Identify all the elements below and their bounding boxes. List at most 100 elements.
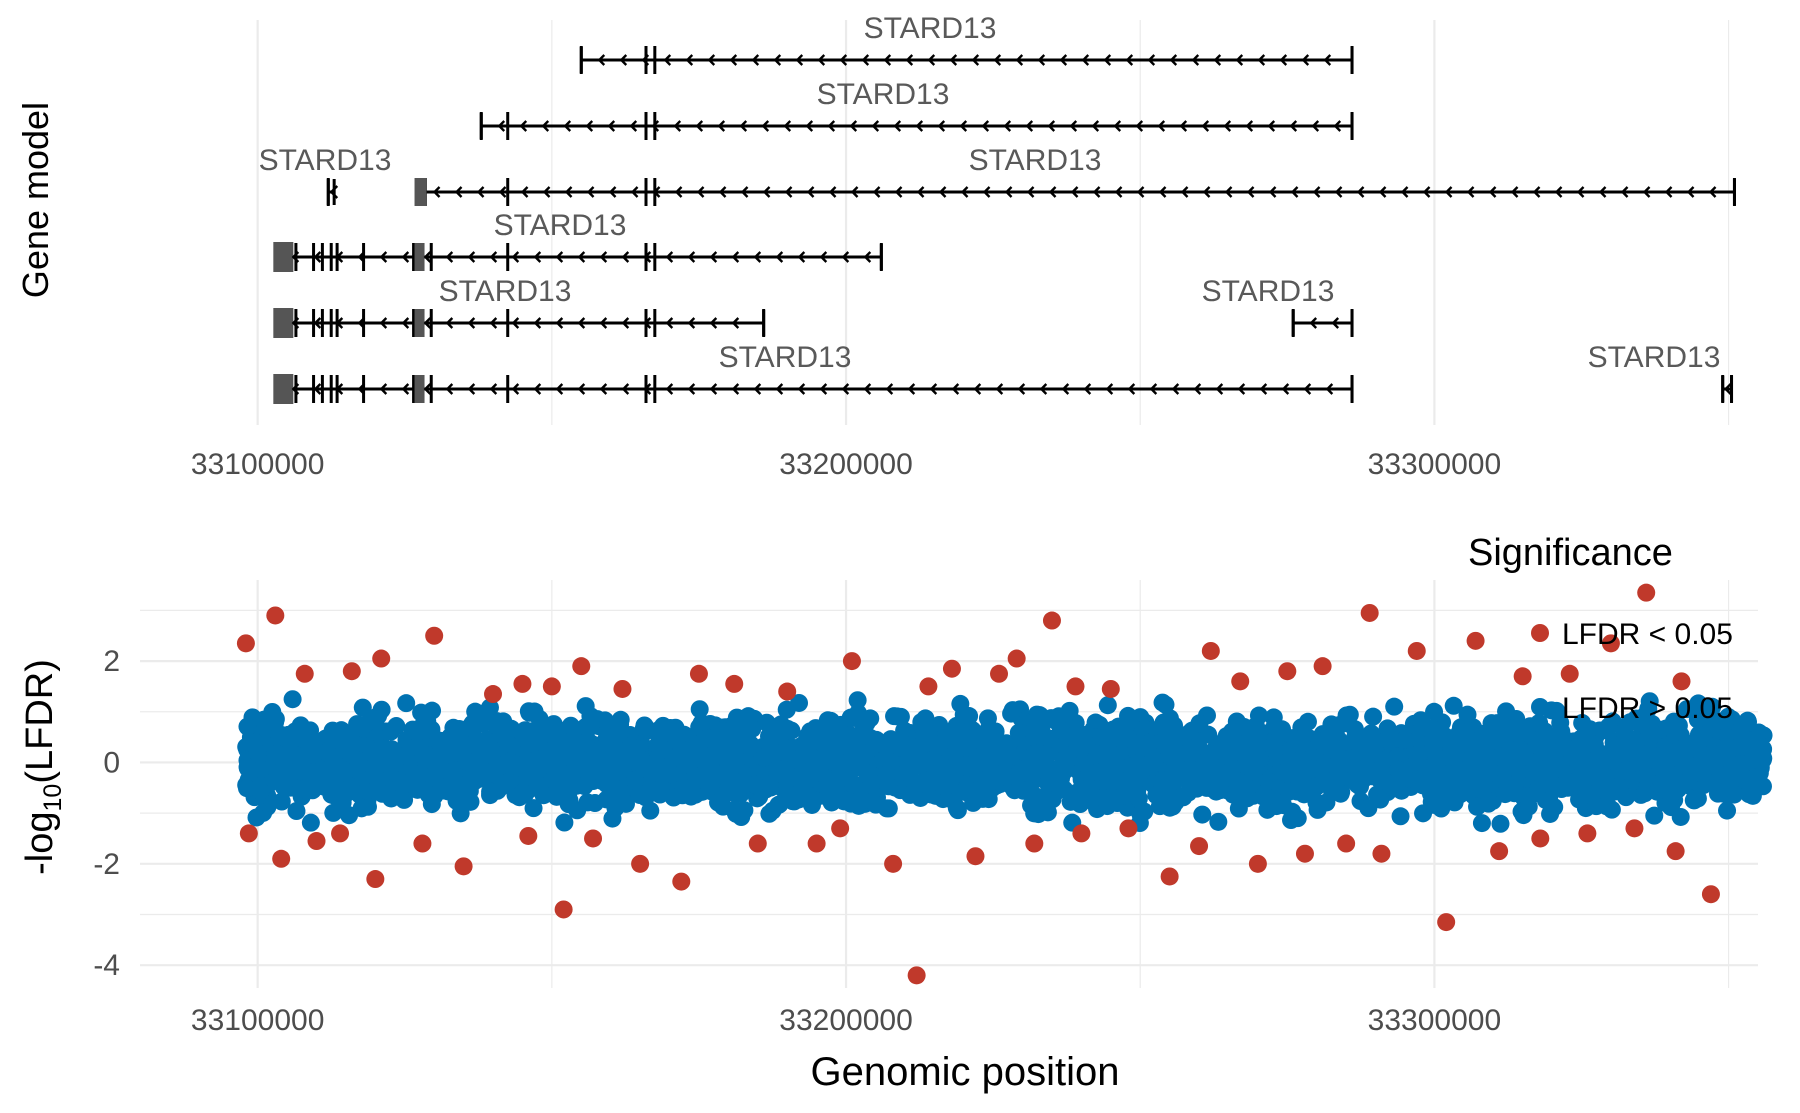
legend-key-lfdr-above <box>1531 698 1549 716</box>
strand-arrow <box>467 251 476 263</box>
strand-arrow <box>313 383 322 395</box>
strand-arrow <box>894 186 903 198</box>
point-lfdr-above <box>720 762 739 781</box>
point-lfdr-above <box>397 694 416 713</box>
strand-arrow <box>687 251 696 263</box>
point-lfdr-below <box>919 677 938 696</box>
transcript: STARD13 <box>273 209 883 272</box>
point-lfdr-below <box>1513 667 1532 686</box>
strand-arrow <box>511 383 520 395</box>
point-lfdr-above <box>1530 713 1549 732</box>
point-lfdr-above <box>1043 790 1062 809</box>
strand-arrow <box>1422 186 1431 198</box>
strand-arrow <box>863 251 872 263</box>
strand-arrow <box>555 251 564 263</box>
legend-title: Significance <box>1468 532 1673 574</box>
point-lfdr-above <box>1145 754 1164 773</box>
strand-arrow <box>401 251 410 263</box>
strand-arrow <box>1113 120 1122 132</box>
strand-arrow <box>1303 383 1312 395</box>
point-lfdr-below <box>1560 664 1579 683</box>
point-lfdr-below <box>1601 634 1620 653</box>
point-lfdr-above <box>1362 724 1381 743</box>
transcript: STARD13 <box>1202 275 1354 337</box>
point-lfdr-above <box>774 760 793 779</box>
strand-arrow <box>329 185 339 199</box>
point-lfdr-above <box>1645 806 1664 825</box>
strand-arrow <box>621 251 630 263</box>
point-lfdr-below <box>672 872 691 891</box>
point-lfdr-above <box>929 738 948 757</box>
point-lfdr-above <box>861 709 880 728</box>
point-lfdr-above <box>1080 763 1099 782</box>
point-lfdr-above <box>1265 741 1284 760</box>
strand-arrow <box>291 383 300 395</box>
point-lfdr-below <box>1701 885 1720 904</box>
point-lfdr-above <box>679 755 698 774</box>
strand-arrow <box>335 383 344 395</box>
strand-arrow <box>555 383 564 395</box>
point-lfdr-above <box>460 781 479 800</box>
point-lfdr-below <box>907 966 926 985</box>
point-lfdr-above <box>774 742 793 761</box>
point-lfdr-above <box>445 785 464 804</box>
strand-arrow <box>927 54 936 66</box>
strand-arrow <box>797 383 806 395</box>
exon-block <box>414 375 425 403</box>
transcript-label: STARD13 <box>494 209 627 242</box>
strand-arrow <box>709 251 718 263</box>
point-lfdr-above <box>632 750 651 769</box>
point-lfdr-above <box>266 709 285 728</box>
series-lfdr-below-points <box>236 583 1720 985</box>
point-lfdr-above <box>1387 774 1406 793</box>
strand-arrow <box>1290 186 1299 198</box>
strand-arrow <box>599 383 608 395</box>
point-lfdr-above <box>1497 702 1516 721</box>
transcript: STARD13 <box>1588 341 1734 403</box>
point-lfdr-above <box>664 788 683 807</box>
point-lfdr-above <box>1310 732 1329 751</box>
point-lfdr-above <box>502 737 521 756</box>
point-lfdr-above <box>1060 701 1079 720</box>
strand-arrow <box>335 251 344 263</box>
transcript-label: STARD13 <box>259 144 392 177</box>
strand-arrow <box>1213 54 1222 66</box>
strand-arrow <box>1215 383 1224 395</box>
scatter-x-axis-label: Genomic position <box>810 1050 1119 1094</box>
point-lfdr-above <box>1738 711 1757 730</box>
series-lfdr-above-points <box>237 690 1773 833</box>
point-lfdr-above <box>844 775 863 794</box>
point-lfdr-above <box>1671 807 1690 826</box>
point-lfdr-below <box>1042 611 1061 630</box>
strand-arrow <box>883 54 892 66</box>
strand-arrow <box>1202 186 1211 198</box>
strand-arrow <box>1289 120 1298 132</box>
point-lfdr-below <box>807 834 826 853</box>
point-lfdr-above <box>423 701 442 720</box>
strand-arrow <box>729 54 738 66</box>
point-lfdr-above <box>1439 748 1458 767</box>
strand-arrow <box>379 383 388 395</box>
strand-arrow <box>401 317 410 329</box>
point-lfdr-above <box>1303 759 1322 778</box>
point-lfdr-below <box>631 854 650 873</box>
strand-arrow <box>1309 317 1318 329</box>
point-lfdr-above <box>530 776 549 795</box>
strand-arrow <box>1039 383 1048 395</box>
point-lfdr-above <box>286 746 305 765</box>
exon-block <box>273 308 294 338</box>
strand-arrow <box>805 120 814 132</box>
point-lfdr-above <box>499 773 518 792</box>
transcript-label: STARD13 <box>969 144 1102 177</box>
transcript-label: STARD13 <box>1588 341 1721 374</box>
point-lfdr-above <box>287 802 306 821</box>
point-lfdr-below <box>1248 854 1267 873</box>
point-lfdr-above <box>906 750 925 769</box>
strand-arrow <box>1378 186 1387 198</box>
point-lfdr-above <box>597 790 616 809</box>
point-lfdr-below <box>1531 829 1550 848</box>
point-lfdr-above <box>1051 721 1070 740</box>
point-lfdr-above <box>842 739 861 758</box>
point-lfdr-below <box>1625 819 1644 838</box>
transcript: STARD13 <box>579 12 1354 74</box>
